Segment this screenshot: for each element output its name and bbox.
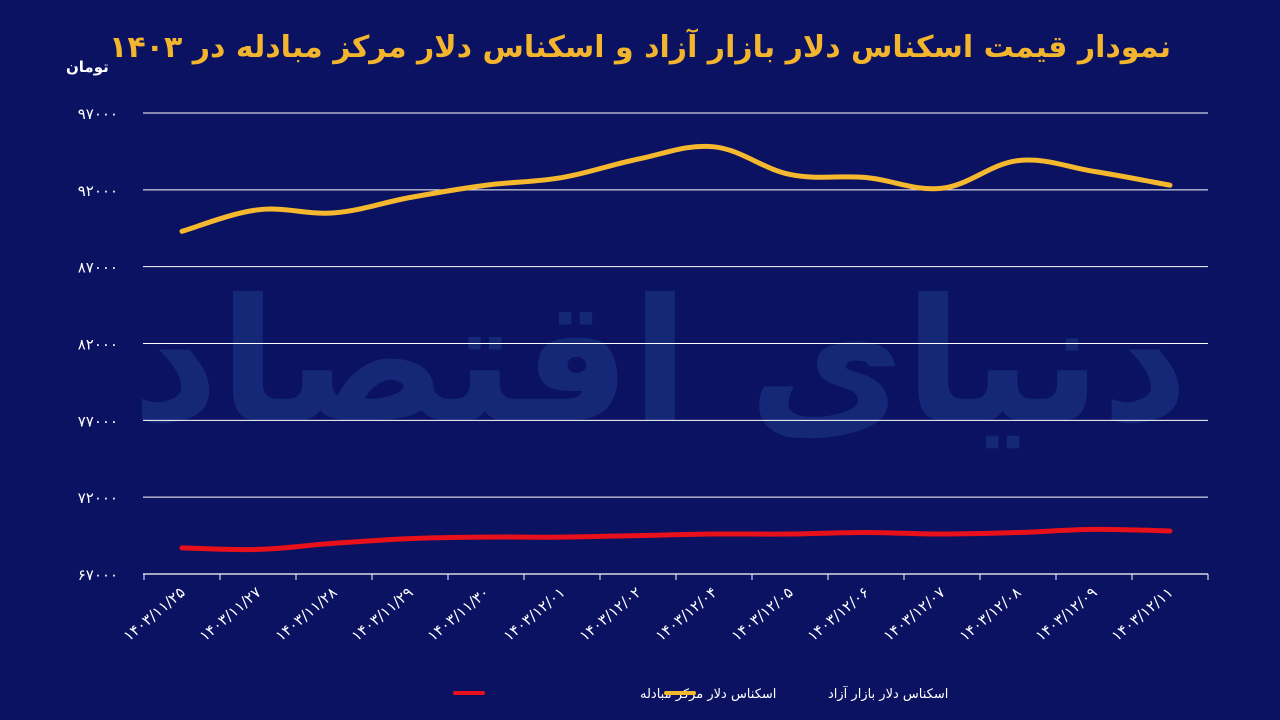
y-tick-label: ۸۲۰۰۰: [78, 336, 118, 354]
legend-label: اسکناس دلار بازار آزاد: [828, 685, 948, 702]
data-point: [1017, 532, 1019, 534]
x-tick-label: ۱۴۰۳/۱۲/۱۱: [1108, 583, 1177, 645]
legend-item-free-market: اسکناس دلار بازار آزاد: [664, 685, 948, 702]
data-point: [713, 146, 715, 148]
x-tick-label: ۱۴۰۳/۱۲/۰۷: [880, 583, 949, 645]
data-point: [637, 158, 639, 160]
data-point: [181, 230, 183, 232]
data-point: [789, 173, 791, 175]
legend-label: اسکناس دلار مرکز مبادله: [640, 687, 776, 702]
data-point: [257, 548, 259, 550]
x-tick-label: ۱۴۰۳/۱۱/۲۹: [348, 583, 417, 645]
data-point: [1169, 530, 1171, 532]
x-tick-label: ۱۴۰۳/۱۱/۲۵: [120, 583, 189, 645]
data-point: [561, 177, 563, 179]
y-tick-label: ۷۷۰۰۰: [78, 412, 118, 430]
y-tick-label: ۶۷۰۰۰: [78, 566, 118, 584]
x-tick-label: ۱۴۰۳/۱۲/۰۲: [576, 583, 645, 645]
watermark-logo: دنیای اقتصاد: [132, 263, 1189, 461]
data-point: [409, 197, 411, 199]
data-point: [485, 536, 487, 538]
x-tick-label: ۱۴۰۳/۱۱/۲۸: [272, 583, 341, 645]
x-axis-ticks: ۱۴۰۳/۱۱/۲۵ ۱۴۰۳/۱۱/۲۷ ۱۴۰۳/۱۱/۲۸ ۱۴۰۳/۱۱/۲۹…: [120, 583, 1177, 645]
data-point: [941, 187, 943, 189]
x-tick-label: ۱۴۰۳/۱۲/۰۱: [500, 583, 569, 645]
watermark-text: دنیای اقتصاد: [132, 263, 1189, 461]
x-tick-label: ۱۴۰۳/۱۲/۰۴: [652, 583, 721, 645]
y-tick-label: ۹۲۰۰۰: [78, 182, 118, 200]
x-tick-label: ۱۴۰۳/۱۲/۰۵: [728, 583, 797, 645]
exchange-center-series-line: [179, 526, 1173, 553]
data-point: [713, 533, 715, 535]
data-point: [1093, 528, 1095, 530]
series-lines: [179, 143, 1173, 553]
data-point: [789, 533, 791, 535]
y-axis-unit-label: تومان: [66, 58, 109, 76]
x-tick-label: ۱۴۰۳/۱۱/۳۰: [424, 583, 493, 645]
y-tick-label: ۹۷۰۰۰: [78, 105, 118, 123]
y-tick-label: ۸۷۰۰۰: [78, 259, 118, 277]
data-point: [1017, 160, 1019, 162]
chart-title: نمودار قیمت اسکناس دلار بازار آزاد و اسک…: [109, 30, 1171, 65]
data-point: [561, 536, 563, 538]
data-point: [637, 535, 639, 537]
legend-item-exchange-center: اسکناس دلار مرکز مبادله: [453, 687, 776, 702]
x-axis: [143, 573, 1209, 580]
x-tick-label: ۱۴۰۳/۱۱/۲۷: [196, 583, 265, 645]
x-tick-label: ۱۴۰۳/۱۲/۰۹: [1032, 583, 1101, 645]
data-point: [181, 547, 183, 549]
data-point: [1169, 184, 1171, 186]
data-point: [333, 542, 335, 544]
data-point: [409, 538, 411, 540]
grid-lines: [143, 112, 1208, 498]
y-tick-label: ۷۲۰۰۰: [78, 489, 118, 507]
data-point: [1093, 170, 1095, 172]
free-market-series-line: [179, 143, 1173, 234]
data-point: [941, 533, 943, 535]
data-point: [257, 209, 259, 211]
legend: اسکناس دلار مرکز مبادله اسکناس دلار بازار…: [453, 685, 948, 702]
data-point: [333, 212, 335, 214]
x-tick-label: ۱۴۰۳/۱۲/۰۸: [956, 583, 1025, 645]
data-point: [865, 177, 867, 179]
data-point: [865, 532, 867, 534]
x-tick-label: ۱۴۰۳/۱۲/۰۶: [804, 583, 873, 645]
data-point: [485, 184, 487, 186]
y-axis-ticks: ۶۷۰۰۰ ۷۲۰۰۰ ۷۷۰۰۰ ۸۲۰۰۰ ۸۷۰۰۰ ۹۲۰۰۰ ۹۷۰۰۰: [78, 105, 118, 584]
